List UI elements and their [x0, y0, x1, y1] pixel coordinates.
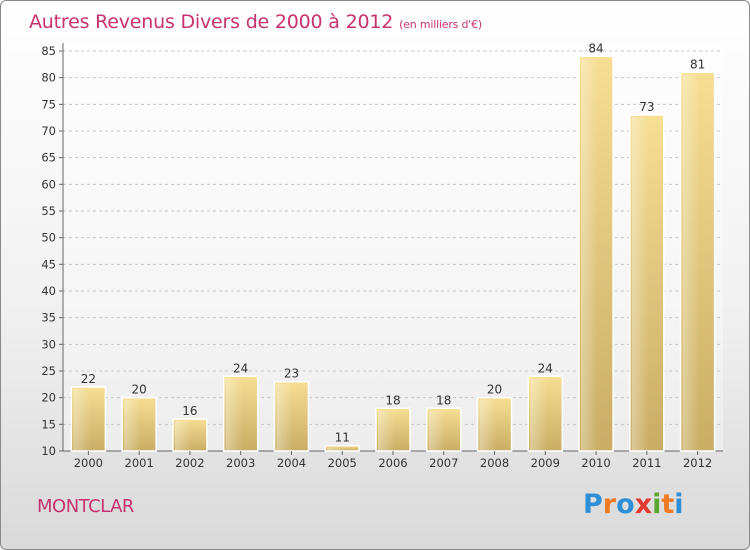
- chart-unit: (en milliers d'€): [399, 18, 483, 31]
- logo-letter: o: [616, 489, 635, 520]
- y-tick-label: 60: [41, 177, 56, 191]
- x-tick-label: 2010: [581, 456, 610, 470]
- bar-highlight: [682, 74, 700, 451]
- y-tick-label: 55: [41, 204, 56, 218]
- y-tick-label: 20: [41, 391, 56, 405]
- bar-value-label: 16: [182, 404, 197, 418]
- logo-letter: P: [583, 489, 603, 520]
- bar-value-label: 20: [487, 383, 502, 397]
- y-tick-label: 50: [41, 231, 56, 245]
- x-tick-label: 2008: [480, 456, 509, 470]
- bar-value-label: 24: [538, 361, 553, 375]
- y-tick-label: 35: [41, 311, 56, 325]
- y-tick-label: 10: [41, 444, 56, 458]
- logo-letter: i: [652, 489, 662, 520]
- x-tick-label: 2000: [74, 456, 103, 470]
- bar-value-label: 24: [233, 361, 248, 375]
- bar-highlight: [378, 410, 395, 451]
- bar-highlight: [276, 383, 294, 451]
- y-tick-label: 30: [41, 337, 56, 351]
- x-tick-label: 2003: [226, 456, 255, 470]
- bar-value-label: 11: [335, 431, 350, 445]
- bar-value-label: 84: [588, 41, 603, 55]
- logo-letter: t: [661, 489, 675, 520]
- x-tick-label: 2007: [429, 456, 458, 470]
- chart-title-text: Autres Revenus Divers de 2000 à 2012: [29, 11, 394, 33]
- proxiti-logo: Proxiti: [583, 489, 684, 520]
- y-tick-label: 45: [41, 257, 56, 271]
- bar-highlight: [631, 117, 649, 451]
- y-tick-label: 15: [41, 417, 56, 431]
- bar-highlight: [581, 58, 599, 451]
- y-tick-label: 65: [41, 151, 56, 165]
- bar-value-label: 18: [385, 393, 400, 407]
- bar-value-label: 22: [81, 372, 96, 386]
- chart-title: Autres Revenus Divers de 2000 à 2012 (en …: [29, 11, 482, 33]
- y-tick-label: 70: [41, 124, 56, 138]
- bar-highlight: [327, 447, 345, 451]
- bar-highlight: [73, 389, 91, 451]
- x-tick-label: 2012: [683, 456, 712, 470]
- x-tick-label: 2011: [632, 456, 661, 470]
- bar-value-label: 73: [639, 100, 654, 114]
- y-tick-label: 25: [41, 364, 56, 378]
- y-tick-label: 40: [41, 284, 56, 298]
- y-tick-label: 75: [41, 97, 56, 111]
- x-tick-label: 2001: [125, 456, 154, 470]
- y-tick-label: 85: [41, 44, 56, 58]
- bar-value-label: 81: [690, 57, 705, 71]
- x-tick-label: 2002: [175, 456, 204, 470]
- bar-highlight: [530, 378, 548, 451]
- logo-letter: x: [634, 489, 653, 520]
- bar-value-label: 18: [436, 393, 451, 407]
- bar-value-label: 23: [284, 367, 299, 381]
- logo-letter: i: [674, 489, 684, 520]
- bar-highlight: [174, 421, 192, 451]
- bar-highlight: [124, 399, 142, 451]
- bar-highlight: [479, 399, 497, 451]
- x-tick-label: 2006: [378, 456, 407, 470]
- bar-highlight: [225, 378, 243, 451]
- x-tick-label: 2005: [328, 456, 357, 470]
- city-name: MONTCLAR: [37, 496, 134, 517]
- bar-highlight: [428, 410, 446, 451]
- x-tick-label: 2009: [531, 456, 560, 470]
- y-tick-label: 80: [41, 71, 56, 85]
- bar-value-label: 20: [132, 383, 147, 397]
- logo-letter: r: [602, 489, 617, 520]
- x-tick-label: 2004: [277, 456, 306, 470]
